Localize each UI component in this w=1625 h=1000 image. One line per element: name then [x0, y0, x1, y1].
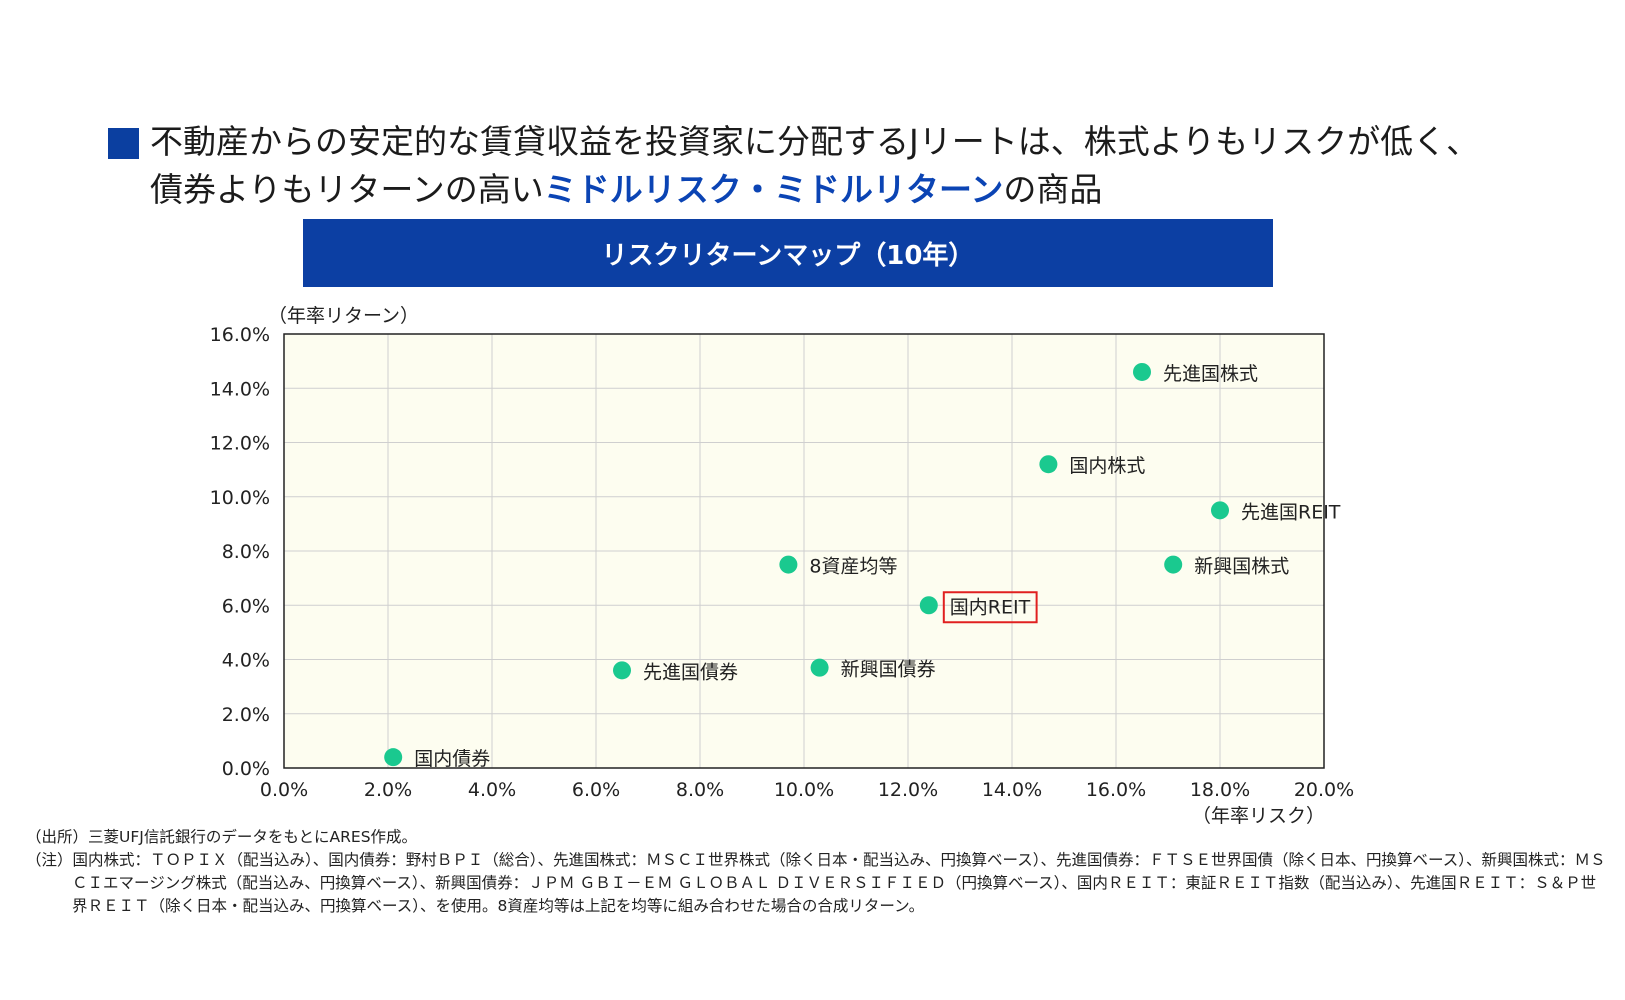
x-tick-label: 10.0%: [774, 779, 834, 801]
y-tick-label: 14.0%: [210, 378, 270, 400]
x-tick-label: 6.0%: [572, 779, 620, 801]
x-axis-label: （年率リスク）: [1192, 805, 1325, 827]
x-tick-label: 20.0%: [1294, 779, 1354, 801]
headline-line-2-start: 債券よりもリターンの高い: [150, 170, 544, 209]
scatter-point: [1211, 501, 1229, 520]
scatter-point: [613, 661, 631, 680]
headline-highlight: ミドルリスク・ミドルリターン: [543, 170, 1004, 209]
highlight-box: [942, 591, 1038, 624]
point-label: 先進国REIT: [1241, 501, 1341, 523]
scatter-point: [919, 596, 938, 615]
y-axis-label: （年率リターン）: [268, 305, 419, 327]
x-tick-label: 12.0%: [878, 779, 938, 801]
headline-line-2-end: の商品: [1003, 170, 1103, 209]
point-label: 先進国債券: [643, 661, 738, 683]
point-label: 国内債券: [414, 748, 490, 770]
point-label: 国内株式: [1069, 455, 1145, 477]
scatter-point: [810, 658, 829, 677]
x-tick-label: 14.0%: [982, 779, 1042, 801]
x-axis-ticks: 0.0% 2.0% 4.0% 6.0% 8.0% 10.0% 12.0% 14.0% 16.0%…: [260, 779, 1354, 801]
x-tick-label: 8.0%: [676, 779, 724, 801]
chart-title-banner: リスクリターンマップ（10年）: [303, 219, 1273, 287]
scatter-point: [1133, 362, 1151, 381]
x-tick-label: 18.0%: [1190, 779, 1250, 801]
footnote: （注）国内株式：ＴＯＰＩＸ（配当込み）、国内債券：野村ＢＰＩ（総合）、先進国株式…: [26, 851, 1606, 915]
square-bullet-icon: [108, 128, 139, 159]
plot-border: [283, 333, 1325, 769]
y-tick-label: 10.0%: [210, 487, 270, 509]
point-label: 先進国株式: [1163, 363, 1258, 385]
point-label: 新興国債券: [841, 659, 936, 681]
y-tick-label: 16.0%: [210, 324, 270, 346]
scatter-point: [1039, 455, 1058, 474]
point-label: 国内REIT: [950, 596, 1031, 618]
grid-lines: [284, 334, 1324, 768]
headline: 不動産からの安定的な賃貸収益を投資家に分配するJリートは、株式よりもリスクが低く…: [108, 118, 1588, 214]
point-label: 新興国株式: [1194, 556, 1289, 578]
y-axis-ticks: 0.0% 2.0% 4.0% 6.0% 8.0% 10.0% 12.0% 14.0% 16.0%: [210, 324, 270, 780]
x-tick-label: 0.0%: [260, 779, 308, 801]
y-tick-label: 0.0%: [222, 758, 270, 780]
y-tick-label: 6.0%: [222, 595, 270, 617]
scatter-point: [779, 555, 798, 574]
y-tick-label: 8.0%: [222, 541, 270, 563]
point-label: 8資産均等: [809, 556, 897, 578]
y-tick-label: 12.0%: [210, 433, 270, 455]
scatter-point: [1164, 555, 1183, 574]
x-tick-label: 2.0%: [364, 779, 412, 801]
source-line: （出所）三菱UFJ信託銀行のデータをもとにARES作成。: [26, 828, 418, 846]
source-notes: （出所）三菱UFJ信託銀行のデータをもとにARES作成。 （注）国内株式：ＴＯＰ…: [26, 826, 1606, 918]
headline-line-2: 債券よりもリターンの高いミドルリスク・ミドルリターンの商品: [108, 166, 1588, 214]
y-tick-label: 2.0%: [222, 704, 270, 726]
x-tick-label: 4.0%: [468, 779, 516, 801]
x-tick-label: 16.0%: [1086, 779, 1146, 801]
scatter-point: [384, 748, 403, 767]
headline-line-1: 不動産からの安定的な賃貸収益を投資家に分配するJリートは、株式よりもリスクが低く…: [150, 122, 1480, 161]
y-tick-label: 4.0%: [222, 650, 270, 672]
